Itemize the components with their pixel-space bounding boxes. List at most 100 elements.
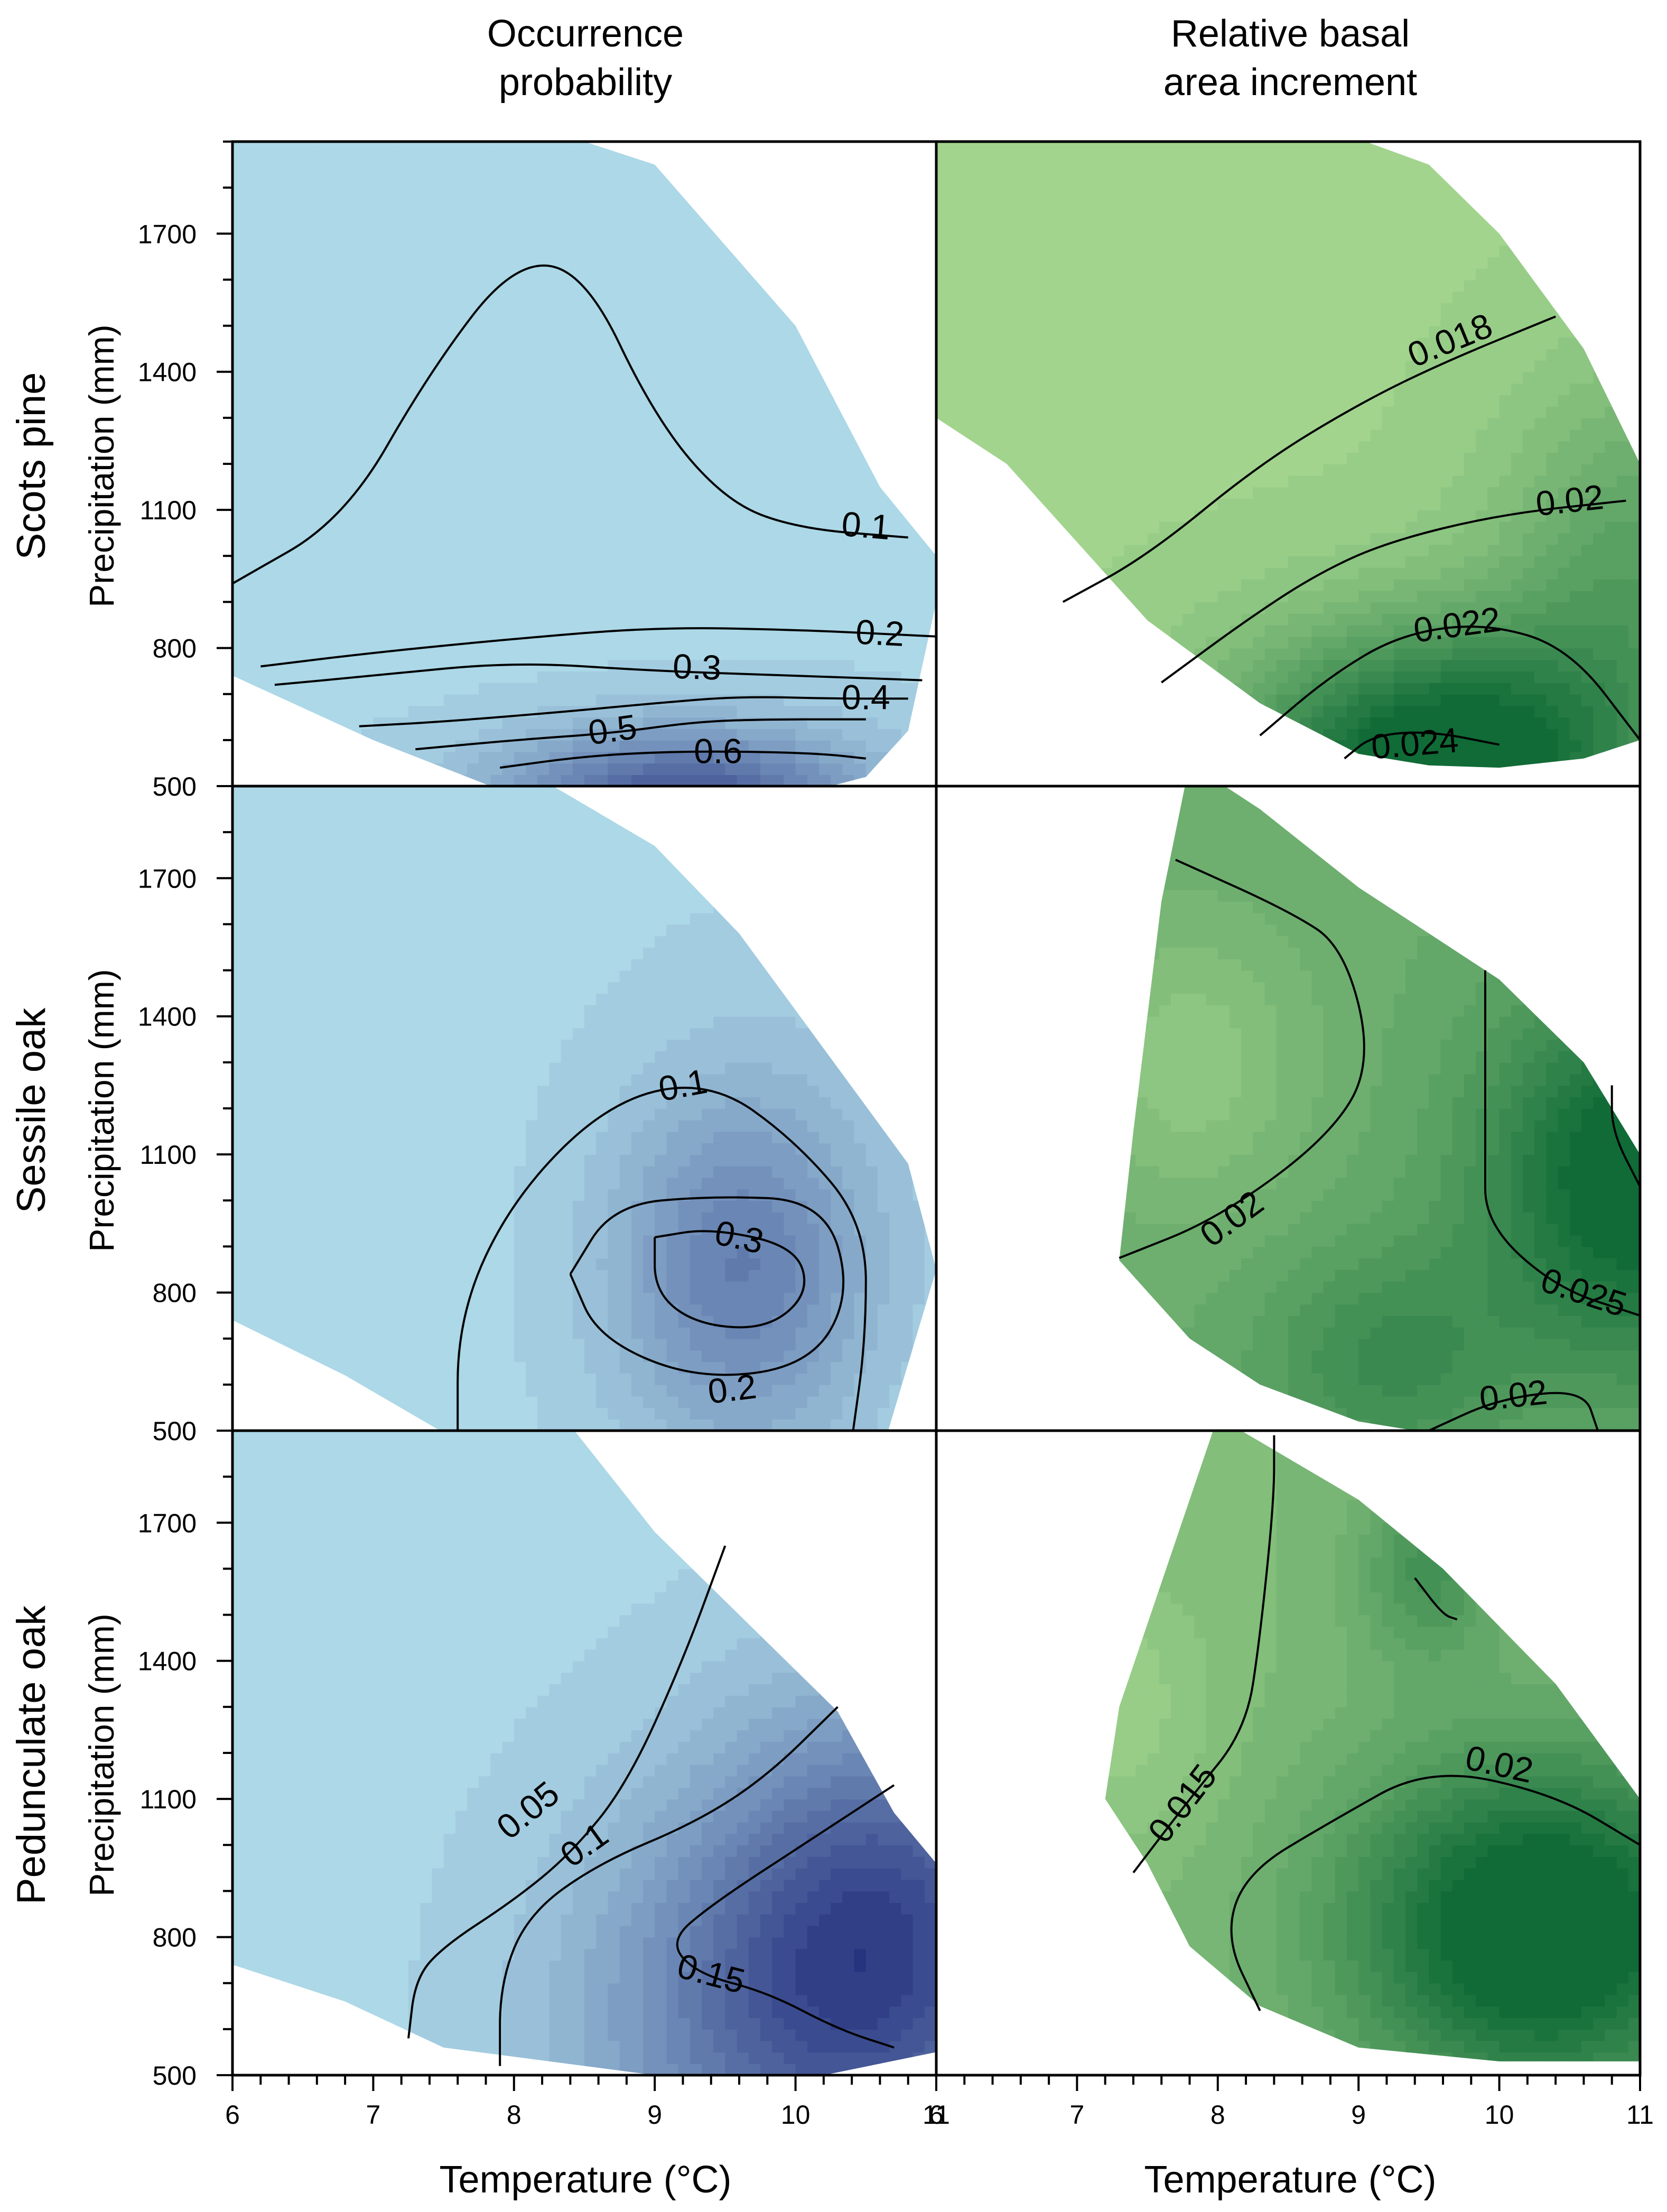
heatmap-cell bbox=[1007, 256, 1019, 269]
heatmap-cell bbox=[702, 521, 714, 534]
heatmap-cell bbox=[807, 694, 819, 706]
heatmap-cell bbox=[948, 383, 961, 396]
heatmap-cell bbox=[326, 521, 339, 534]
heatmap-cell bbox=[678, 142, 691, 154]
heatmap-cell bbox=[396, 210, 409, 223]
heatmap-cell bbox=[784, 164, 796, 177]
heatmap-cell bbox=[361, 360, 374, 372]
heatmap-cell bbox=[1007, 279, 1019, 292]
heatmap-cell bbox=[807, 176, 819, 188]
heatmap-cell bbox=[1088, 429, 1101, 442]
heatmap-cell bbox=[338, 694, 350, 706]
heatmap-cell bbox=[1124, 153, 1137, 165]
heatmap-cell bbox=[1194, 487, 1207, 499]
heatmap-cell bbox=[596, 417, 609, 430]
heatmap-cell bbox=[350, 325, 362, 338]
heatmap-cell bbox=[361, 349, 374, 361]
heatmap-cell bbox=[1112, 729, 1124, 741]
heatmap-cell bbox=[608, 199, 620, 211]
heatmap-cell bbox=[854, 142, 867, 154]
heatmap-cell bbox=[396, 705, 409, 718]
heatmap-cell bbox=[490, 142, 503, 154]
heatmap-cell bbox=[960, 441, 972, 453]
heatmap-cell bbox=[443, 682, 456, 695]
heatmap-cell bbox=[713, 475, 726, 488]
heatmap-cell bbox=[995, 395, 1007, 407]
heatmap-cell bbox=[1054, 164, 1066, 177]
heatmap-cell bbox=[303, 544, 315, 557]
heatmap-cell bbox=[643, 188, 655, 200]
heatmap-cell bbox=[1253, 671, 1265, 683]
heatmap-cell bbox=[924, 510, 936, 522]
heatmap-cell bbox=[1112, 487, 1124, 499]
heatmap-cell bbox=[842, 729, 855, 741]
heatmap-cell bbox=[795, 452, 808, 464]
heatmap-cell bbox=[244, 256, 257, 269]
heatmap-cell bbox=[960, 360, 972, 372]
heatmap-cell bbox=[1041, 291, 1054, 303]
heatmap-cell bbox=[865, 337, 878, 349]
heatmap-cell bbox=[631, 521, 644, 534]
heatmap-cell bbox=[1065, 153, 1078, 165]
heatmap-cell bbox=[1182, 475, 1195, 488]
heatmap-cell bbox=[702, 556, 714, 568]
heatmap-cell bbox=[1124, 314, 1137, 326]
heatmap-cell bbox=[326, 590, 339, 603]
heatmap-cell bbox=[1112, 142, 1124, 154]
heatmap-cell bbox=[831, 406, 843, 418]
heatmap-cell bbox=[1206, 774, 1218, 787]
heatmap-cell bbox=[502, 349, 515, 361]
heatmap-cell bbox=[1135, 199, 1148, 211]
heatmap-cell bbox=[338, 142, 350, 154]
heatmap-cell bbox=[1194, 441, 1207, 453]
heatmap-cell bbox=[572, 521, 585, 534]
heatmap-cell bbox=[408, 371, 421, 384]
heatmap-cell bbox=[502, 325, 515, 338]
heatmap-cell bbox=[279, 729, 292, 741]
heatmap-cell bbox=[572, 533, 585, 545]
heatmap-cell bbox=[1253, 521, 1265, 534]
heatmap-cell bbox=[666, 763, 679, 775]
heatmap-cell bbox=[772, 314, 785, 326]
heatmap-cell bbox=[279, 567, 292, 580]
heatmap-cell bbox=[467, 164, 479, 177]
heatmap-cell bbox=[666, 279, 679, 292]
heatmap-cell bbox=[1253, 222, 1265, 235]
heatmap-cell bbox=[1182, 325, 1195, 338]
heatmap-cell bbox=[737, 578, 749, 591]
heatmap-cell bbox=[795, 544, 808, 557]
heatmap-cell bbox=[256, 533, 268, 545]
heatmap-cell bbox=[948, 268, 961, 281]
heatmap-cell bbox=[831, 417, 843, 430]
heatmap-cell bbox=[561, 222, 573, 235]
heatmap-cell bbox=[772, 245, 785, 257]
heatmap-cell bbox=[361, 291, 374, 303]
heatmap-cell bbox=[784, 729, 796, 741]
heatmap-cell bbox=[244, 533, 257, 545]
heatmap-cell bbox=[619, 636, 632, 649]
heatmap-cell bbox=[865, 487, 878, 499]
heatmap-cell bbox=[690, 740, 702, 752]
heatmap-cell bbox=[1030, 717, 1042, 729]
heatmap-cell bbox=[784, 199, 796, 211]
heatmap-cell bbox=[1241, 636, 1254, 649]
heatmap-cell bbox=[443, 567, 456, 580]
heatmap-cell bbox=[725, 567, 738, 580]
heatmap-cell bbox=[784, 406, 796, 418]
heatmap-cell bbox=[807, 682, 819, 695]
heatmap-cell bbox=[819, 360, 831, 372]
heatmap-cell bbox=[760, 256, 772, 269]
heatmap-cell bbox=[303, 360, 315, 372]
heatmap-cell bbox=[1065, 694, 1078, 706]
heatmap-cell bbox=[455, 544, 468, 557]
heatmap-cell bbox=[1147, 717, 1160, 729]
heatmap-cell bbox=[713, 659, 726, 671]
heatmap-cell bbox=[737, 142, 749, 154]
heatmap-cell bbox=[1054, 475, 1066, 488]
heatmap-cell bbox=[256, 751, 268, 764]
heatmap-cell bbox=[1041, 602, 1054, 614]
heatmap-cell bbox=[479, 498, 491, 510]
heatmap-cell bbox=[1124, 383, 1137, 396]
heatmap-cell bbox=[1124, 774, 1136, 787]
heatmap-cell bbox=[1230, 625, 1242, 637]
